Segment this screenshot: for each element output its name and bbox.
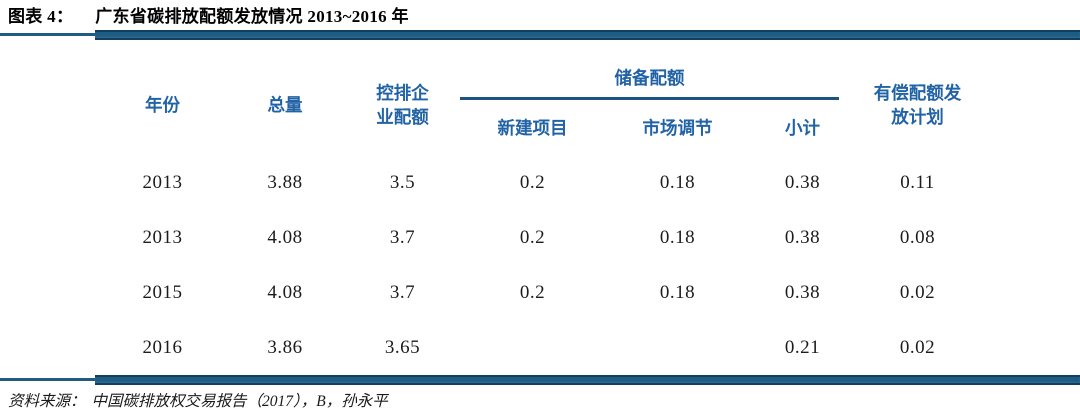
cell-year: 2013 bbox=[142, 171, 183, 193]
column-header-controlled-line2: 业配额 bbox=[376, 107, 429, 127]
quota-table: 年份 总量 控排企 业配额 储备配额 有偿配额发 放计划 新建项目 市场调节 小… bbox=[100, 55, 980, 375]
table-row: 2016 3.86 3.65 0.21 0.02 bbox=[100, 320, 980, 375]
cell-controlled: 3.7 bbox=[389, 281, 416, 303]
cell-subtotal: 0.38 bbox=[784, 226, 821, 248]
cell-controlled: 3.65 bbox=[384, 336, 421, 358]
column-header-paid-allocation: 有偿配额发 放计划 bbox=[855, 55, 980, 155]
column-header-total-label: 总量 bbox=[267, 95, 303, 115]
reserve-group-underline: 储备配额 bbox=[460, 66, 840, 100]
source-note: 资料来源： 中国碳排放权交易报告（2017），B，孙永平 bbox=[8, 389, 388, 411]
cell-new-projects bbox=[460, 320, 605, 375]
figure-title: 广东省碳排放配额发放情况 2013~2016 年 bbox=[95, 7, 409, 26]
figure-title-bar: 图表 4： 广东省碳排放配额发放情况 2013~2016 年 bbox=[0, 0, 1080, 28]
bottom-rule-thin-segment bbox=[0, 378, 95, 381]
cell-total: 3.86 bbox=[267, 336, 303, 358]
source-label: 资料来源： bbox=[8, 393, 86, 410]
quota-table-head: 年份 总量 控排企 业配额 储备配额 有偿配额发 放计划 新建项目 市场调节 小… bbox=[100, 55, 980, 155]
column-header-paid-line2: 放计划 bbox=[891, 107, 944, 127]
column-header-reserve-group: 储备配额 bbox=[460, 55, 855, 100]
column-header-year: 年份 bbox=[100, 55, 225, 155]
cell-subtotal: 0.38 bbox=[784, 171, 821, 193]
header-row-groups: 年份 总量 控排企 业配额 储备配额 有偿配额发 放计划 bbox=[100, 55, 980, 127]
cell-market-adjustment: 0.18 bbox=[659, 171, 696, 193]
table-row: 2015 4.08 3.7 0.2 0.18 0.38 0.02 bbox=[100, 265, 980, 320]
cell-market-adjustment bbox=[605, 320, 750, 375]
cell-paid-allocation: 0.11 bbox=[900, 171, 935, 193]
column-header-market-adjustment: 市场调节 bbox=[642, 117, 713, 138]
bottom-rule-thick-segment bbox=[95, 375, 1080, 385]
header-row-subcolumns: 新建项目 市场调节 小计 bbox=[100, 100, 980, 155]
cell-total: 4.08 bbox=[267, 226, 303, 248]
column-header-subtotal: 小计 bbox=[785, 117, 821, 138]
figure-label: 图表 4： bbox=[8, 7, 74, 26]
column-header-controlled-enterprises: 控排企 业配额 bbox=[345, 55, 460, 155]
top-rule bbox=[0, 30, 1080, 40]
cell-subtotal: 0.21 bbox=[784, 336, 821, 358]
cell-year: 2013 bbox=[142, 226, 183, 248]
column-header-controlled-line1: 控排企 bbox=[376, 83, 429, 103]
top-rule-thick-segment bbox=[95, 30, 1080, 40]
top-rule-thin-segment bbox=[0, 33, 95, 36]
cell-paid-allocation: 0.02 bbox=[899, 281, 936, 303]
table-row: 2013 4.08 3.7 0.2 0.18 0.38 0.08 bbox=[100, 210, 980, 265]
bottom-rule bbox=[0, 375, 1080, 385]
cell-new-projects: 0.2 bbox=[519, 281, 546, 303]
cell-subtotal: 0.38 bbox=[784, 281, 821, 303]
column-header-total: 总量 bbox=[225, 55, 345, 155]
cell-year: 2015 bbox=[142, 281, 183, 303]
cell-new-projects: 0.2 bbox=[519, 171, 546, 193]
quota-table-body: 2013 3.88 3.5 0.2 0.18 0.38 0.11 2013 4.… bbox=[100, 155, 980, 375]
cell-controlled: 3.7 bbox=[389, 226, 416, 248]
cell-paid-allocation: 0.08 bbox=[899, 226, 936, 248]
cell-new-projects: 0.2 bbox=[519, 226, 546, 248]
column-header-year-label: 年份 bbox=[145, 95, 180, 115]
column-header-paid-line1: 有偿配额发 bbox=[873, 83, 962, 103]
cell-paid-allocation: 0.02 bbox=[899, 336, 936, 358]
source-text: 中国碳排放权交易报告（2017），B，孙永平 bbox=[91, 393, 388, 410]
cell-controlled: 3.5 bbox=[389, 171, 416, 193]
column-header-new-projects: 新建项目 bbox=[497, 117, 568, 138]
cell-total: 4.08 bbox=[267, 281, 303, 303]
cell-market-adjustment: 0.18 bbox=[659, 281, 696, 303]
cell-year: 2016 bbox=[142, 336, 183, 358]
reserve-group-label: 储备配额 bbox=[614, 68, 685, 88]
table-row: 2013 3.88 3.5 0.2 0.18 0.38 0.11 bbox=[100, 155, 980, 210]
cell-market-adjustment: 0.18 bbox=[659, 226, 696, 248]
cell-total: 3.88 bbox=[267, 171, 303, 193]
